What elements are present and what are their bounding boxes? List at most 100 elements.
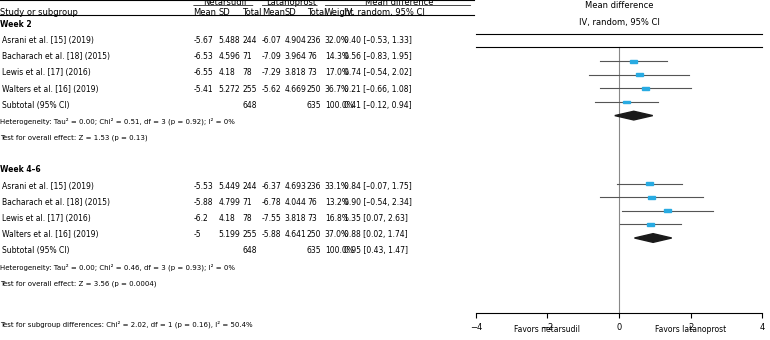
Bar xyxy=(635,73,643,76)
Text: -5.62: -5.62 xyxy=(262,85,282,94)
Text: 3.818: 3.818 xyxy=(284,68,306,78)
Text: -6.37: -6.37 xyxy=(262,182,282,191)
Text: Mean: Mean xyxy=(262,7,285,17)
Text: IV, random, 95% CI: IV, random, 95% CI xyxy=(343,7,425,17)
Text: 635: 635 xyxy=(307,246,322,255)
Text: Week 4–6: Week 4–6 xyxy=(1,166,41,174)
Text: 236: 236 xyxy=(307,182,321,191)
Text: 0.88 [0.02, 1.74]: 0.88 [0.02, 1.74] xyxy=(343,230,407,239)
Text: 13.2%: 13.2% xyxy=(325,198,349,207)
Text: 0.40 [–0.53, 1.33]: 0.40 [–0.53, 1.33] xyxy=(343,36,412,45)
Text: 0.84 [–0.07, 1.75]: 0.84 [–0.07, 1.75] xyxy=(343,182,411,191)
Text: Mean: Mean xyxy=(193,7,216,17)
Text: 78: 78 xyxy=(243,214,252,223)
Text: 5.488: 5.488 xyxy=(219,36,240,45)
Text: 648: 648 xyxy=(243,246,257,255)
Text: Heterogeneity: Tau² = 0.00; Chi² = 0.46, df = 3 (p = 0.93); I² = 0%: Heterogeneity: Tau² = 0.00; Chi² = 0.46,… xyxy=(1,264,236,271)
Text: 0.74 [–0.54, 2.02]: 0.74 [–0.54, 2.02] xyxy=(343,68,411,78)
Text: Latanoprost: Latanoprost xyxy=(266,0,316,7)
Text: Walters et al. [16] (2019): Walters et al. [16] (2019) xyxy=(2,85,99,94)
Text: 4.18: 4.18 xyxy=(219,68,236,78)
Bar xyxy=(623,101,630,103)
Text: 255: 255 xyxy=(243,230,257,239)
Text: Bacharach et al. [18] (2015): Bacharach et al. [18] (2015) xyxy=(2,198,110,207)
Text: -6.55: -6.55 xyxy=(193,68,213,78)
Text: IV, random, 95% CI: IV, random, 95% CI xyxy=(578,18,660,27)
Text: -6.07: -6.07 xyxy=(262,36,282,45)
Text: -7.29: -7.29 xyxy=(262,68,282,78)
Text: -5.88: -5.88 xyxy=(262,230,281,239)
Text: SD: SD xyxy=(284,7,296,17)
Text: Test for overall effect: Z = 1.53 (p = 0.13): Test for overall effect: Z = 1.53 (p = 0… xyxy=(1,134,148,141)
Polygon shape xyxy=(614,111,653,120)
Text: 4.596: 4.596 xyxy=(219,52,241,61)
Text: 255: 255 xyxy=(243,85,257,94)
Text: -5.41: -5.41 xyxy=(193,85,213,94)
Text: 4.044: 4.044 xyxy=(284,198,306,207)
Text: 4.669: 4.669 xyxy=(284,85,306,94)
Bar xyxy=(645,182,653,185)
Text: 4.693: 4.693 xyxy=(284,182,306,191)
Text: 250: 250 xyxy=(307,230,321,239)
Text: 250: 250 xyxy=(307,85,321,94)
Text: 0.90 [–0.54, 2.34]: 0.90 [–0.54, 2.34] xyxy=(343,198,412,207)
Text: 100.0%: 100.0% xyxy=(325,101,353,110)
Text: Mean difference: Mean difference xyxy=(585,1,653,10)
Text: Lewis et al. [17] (2016): Lewis et al. [17] (2016) xyxy=(2,68,91,78)
Text: 648: 648 xyxy=(243,101,257,110)
Text: 76: 76 xyxy=(307,52,316,61)
Text: 0.56 [–0.83, 1.95]: 0.56 [–0.83, 1.95] xyxy=(343,52,411,61)
Polygon shape xyxy=(634,234,671,242)
Text: Weight: Weight xyxy=(325,7,354,17)
Bar xyxy=(648,196,654,199)
Text: 71: 71 xyxy=(243,198,252,207)
Text: 635: 635 xyxy=(307,101,322,110)
Text: 36.7%: 36.7% xyxy=(325,85,349,94)
Text: 3.818: 3.818 xyxy=(284,214,306,223)
Text: 17.0%: 17.0% xyxy=(325,68,349,78)
Text: 0.21 [–0.66, 1.08]: 0.21 [–0.66, 1.08] xyxy=(343,85,411,94)
Text: Total: Total xyxy=(243,7,262,17)
Text: 5.272: 5.272 xyxy=(219,85,240,94)
Text: -7.09: -7.09 xyxy=(262,52,282,61)
Text: Total: Total xyxy=(307,7,326,17)
Text: Test for subgroup differences: Chi² = 2.02, df = 1 (p = 0.16), I² = 50.4%: Test for subgroup differences: Chi² = 2.… xyxy=(1,320,253,327)
Text: 244: 244 xyxy=(243,36,257,45)
Text: Mean difference: Mean difference xyxy=(365,0,434,7)
Text: 4.18: 4.18 xyxy=(219,214,236,223)
Text: 0.95 [0.43, 1.47]: 0.95 [0.43, 1.47] xyxy=(343,246,408,255)
Text: Walters et al. [16] (2019): Walters et al. [16] (2019) xyxy=(2,230,99,239)
Text: Netarsudil: Netarsudil xyxy=(203,0,246,7)
Text: Lewis et al. [17] (2016): Lewis et al. [17] (2016) xyxy=(2,214,91,223)
Text: -7.55: -7.55 xyxy=(262,214,282,223)
Text: -6.78: -6.78 xyxy=(262,198,282,207)
Text: -5: -5 xyxy=(193,230,201,239)
Text: -6.2: -6.2 xyxy=(193,214,208,223)
Text: 73: 73 xyxy=(307,68,316,78)
Text: 14.3%: 14.3% xyxy=(325,52,349,61)
Text: 0.41 [–0.12, 0.94]: 0.41 [–0.12, 0.94] xyxy=(343,101,411,110)
Text: 4.641: 4.641 xyxy=(284,230,306,239)
Text: 32.0%: 32.0% xyxy=(325,36,349,45)
Text: Favors netarsudil: Favors netarsudil xyxy=(514,325,581,334)
Bar xyxy=(664,209,671,212)
Text: 16.8%: 16.8% xyxy=(325,214,349,223)
Text: 244: 244 xyxy=(243,182,257,191)
Text: Subtotal (95% CI): Subtotal (95% CI) xyxy=(2,246,70,255)
Text: Favors latanoprost: Favors latanoprost xyxy=(655,325,726,334)
Text: SD: SD xyxy=(219,7,230,17)
Text: 5.449: 5.449 xyxy=(219,182,241,191)
Text: -5.67: -5.67 xyxy=(193,36,213,45)
Text: 37.0%: 37.0% xyxy=(325,230,349,239)
Text: Asrani et al. [15] (2019): Asrani et al. [15] (2019) xyxy=(2,36,94,45)
Text: 5.199: 5.199 xyxy=(219,230,240,239)
Text: Subtotal (95% CI): Subtotal (95% CI) xyxy=(2,101,70,110)
Text: 4.904: 4.904 xyxy=(284,36,306,45)
Text: Bacharach et al. [18] (2015): Bacharach et al. [18] (2015) xyxy=(2,52,110,61)
Bar xyxy=(630,60,637,63)
Text: 78: 78 xyxy=(243,68,252,78)
Text: Heterogeneity: Tau² = 0.00; Chi² = 0.51, df = 3 (p = 0.92); I² = 0%: Heterogeneity: Tau² = 0.00; Chi² = 0.51,… xyxy=(1,118,236,125)
Text: 100.0%: 100.0% xyxy=(325,246,353,255)
Text: Asrani et al. [15] (2019): Asrani et al. [15] (2019) xyxy=(2,182,94,191)
Text: Study or subgroup: Study or subgroup xyxy=(1,7,79,17)
